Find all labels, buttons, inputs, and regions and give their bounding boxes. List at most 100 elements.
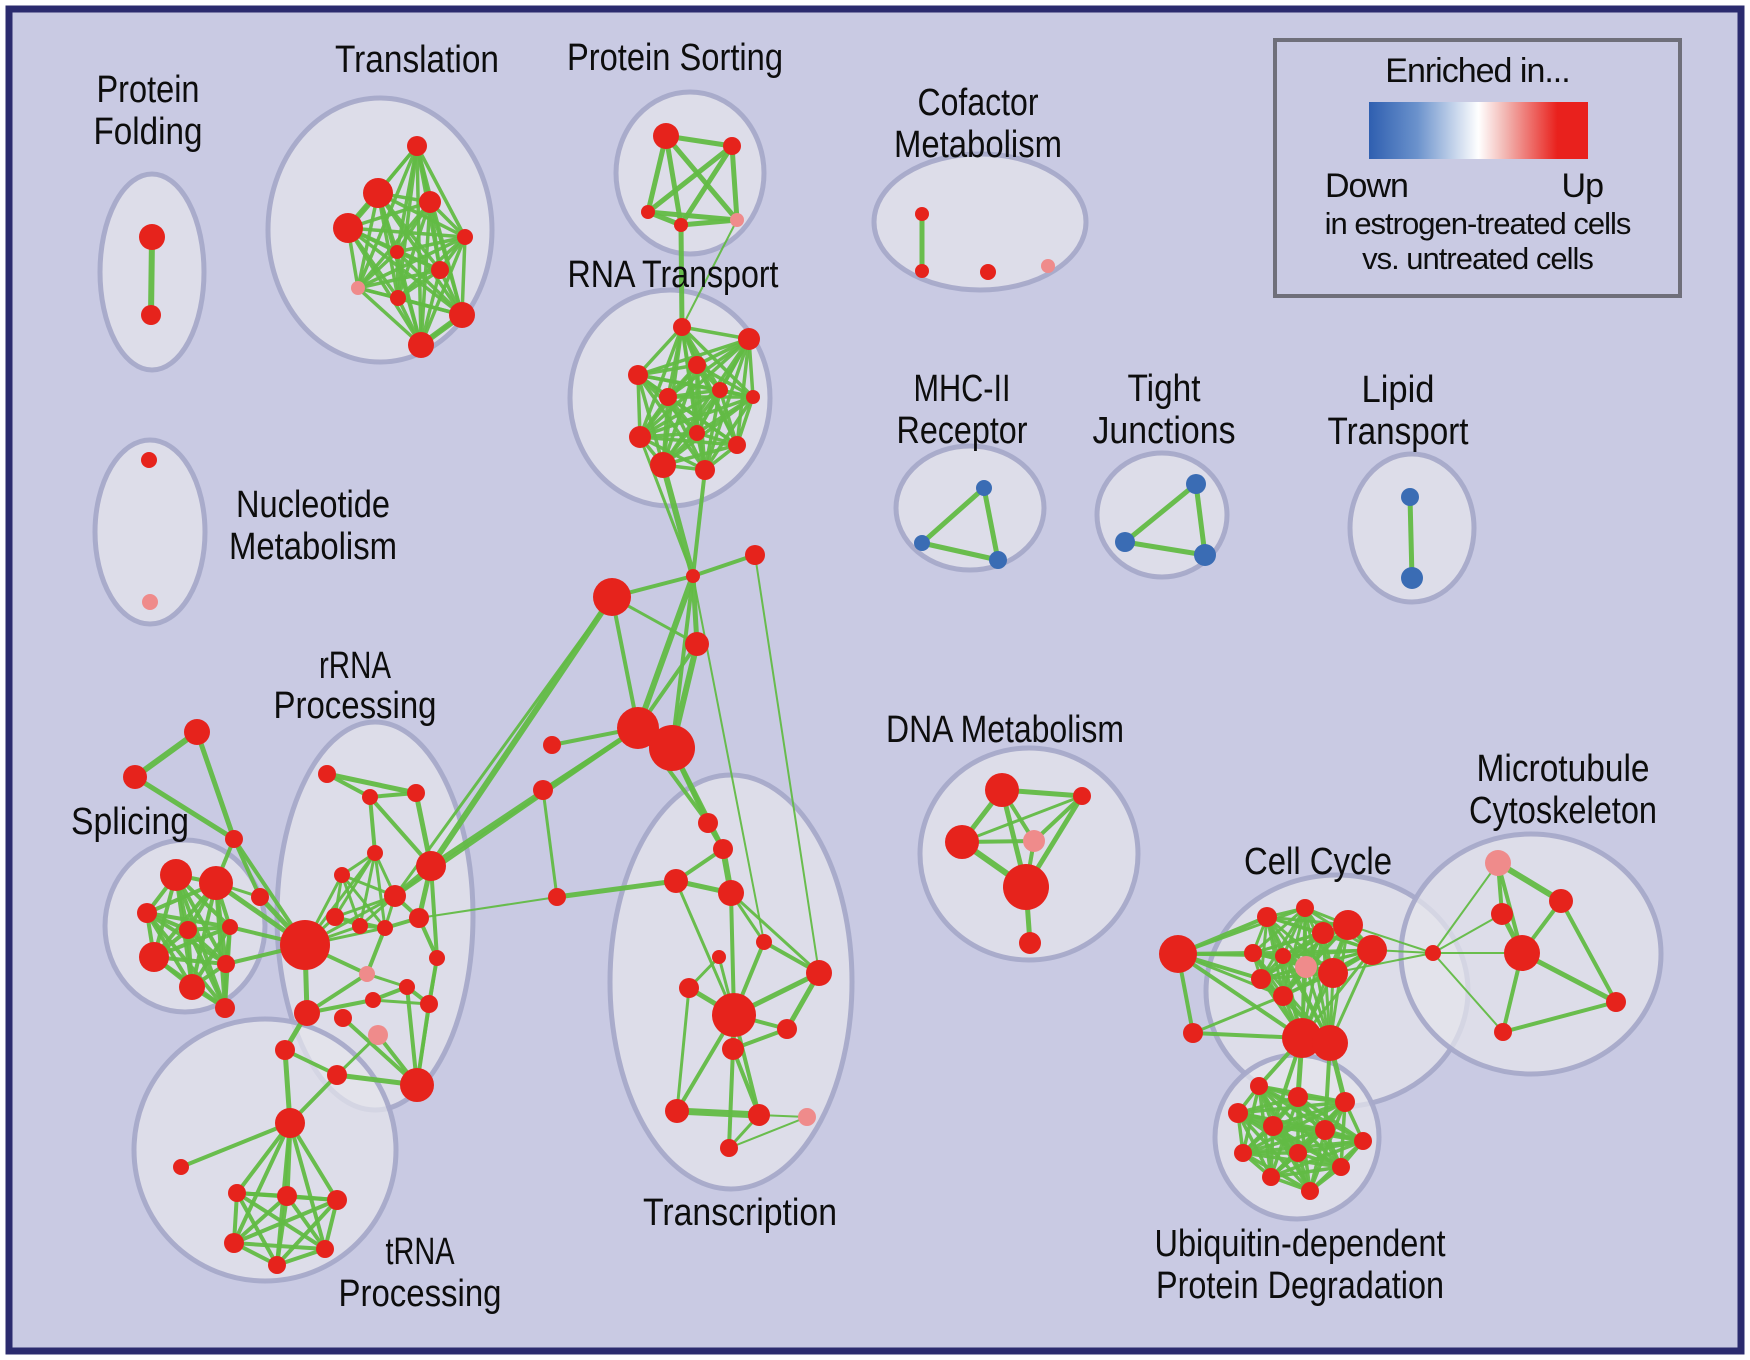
node-MH3	[989, 551, 1007, 569]
node-CC9	[1357, 935, 1387, 965]
node-RR8	[409, 908, 429, 928]
edge-LT1-LT2	[1407, 494, 1415, 581]
cluster-label-cofactor-metabolism-line2: Metabolism	[894, 124, 1062, 166]
node-RR10	[352, 918, 368, 934]
edge-T3-T8	[356, 200, 432, 290]
node-RR5	[334, 867, 350, 883]
node-UB1	[1250, 1077, 1268, 1095]
node-T9	[390, 290, 406, 306]
node-CC3	[1312, 922, 1334, 944]
node-CC5	[1244, 944, 1262, 962]
node-PF1	[139, 224, 165, 250]
edge-TR8-TR4	[729, 891, 821, 975]
node-PS1	[653, 123, 679, 149]
node-SP3	[137, 903, 157, 923]
edge-T4-T11	[346, 226, 423, 347]
edge-CC10-MTH	[1332, 952, 1434, 974]
node-TM3	[400, 1068, 434, 1102]
edge-RT8-RT12	[638, 435, 707, 472]
edge-TN4-TN7	[285, 1194, 327, 1251]
node-LT1	[1401, 488, 1419, 506]
node-TN7	[316, 1240, 334, 1258]
edge-TN1-TN5	[288, 1121, 339, 1202]
node-RR13	[429, 950, 445, 966]
node-TR3	[664, 869, 688, 893]
node-SP4	[179, 921, 197, 939]
node-TR6	[712, 950, 726, 964]
node-MTH	[1425, 945, 1441, 961]
node-TJ1	[1186, 474, 1206, 494]
node-TR12	[722, 1038, 744, 1060]
node-DM2	[1073, 787, 1091, 805]
cluster-ellipse-trna-processing	[131, 1016, 399, 1284]
node-NM2	[142, 594, 158, 610]
node-DM6	[1019, 932, 1041, 954]
edge-TR9-TR13	[675, 986, 691, 1113]
edge-PS5-RT1	[681, 219, 738, 328]
cluster-label-lipid-transport-line1: Lipid	[1362, 369, 1435, 411]
node-SP5	[222, 919, 238, 935]
node-RR1	[318, 765, 336, 783]
cluster-label-transcription: Transcription	[643, 1192, 837, 1234]
edge-UB10-UB11	[1269, 1165, 1343, 1179]
node-TR1	[698, 813, 718, 833]
node-RT8	[629, 426, 651, 448]
node-TN5	[327, 1190, 347, 1210]
node-RT1	[673, 318, 691, 336]
edge-CH1-CH2	[691, 553, 757, 578]
node-TN1	[275, 1108, 305, 1138]
node-PS3	[641, 205, 655, 219]
node-TN2	[173, 1159, 189, 1175]
node-TM5	[334, 1009, 352, 1027]
node-CCB	[1159, 935, 1197, 973]
cluster-label-translation: Translation	[335, 39, 499, 81]
node-UB7	[1354, 1132, 1372, 1150]
edge-RR8-TR5	[418, 896, 558, 919]
node-DM1	[985, 773, 1019, 807]
edge-TN1-TN2	[179, 1121, 292, 1169]
node-RR7	[384, 885, 406, 907]
edge-SP3-SP5	[145, 911, 232, 929]
cluster-label-tight-junctions-line2: Junctions	[1093, 410, 1236, 452]
cluster-label-ubiquitin-degradation-line2: Protein Degradation	[1156, 1265, 1444, 1307]
edge-PS4-PS5	[678, 217, 740, 228]
edge-PS4-RT1	[678, 222, 685, 330]
node-CC12	[1183, 1023, 1203, 1043]
node-RT3	[628, 365, 648, 385]
node-RR17	[294, 1000, 320, 1026]
edge-TR13-TR14	[673, 1107, 763, 1119]
node-SP9	[215, 998, 235, 1018]
cluster-label-rrna-processing-line2: Processing	[274, 685, 437, 727]
edge-TM3-RR13	[415, 956, 439, 1087]
edge-T4-T6	[346, 226, 467, 239]
node-DM5	[1003, 864, 1049, 910]
edge-RT12-CH1	[691, 468, 707, 578]
node-RR11	[377, 920, 393, 936]
node-RR6	[416, 851, 446, 881]
cluster-ellipse-cofactor-metabolism	[871, 151, 1089, 293]
node-T7	[431, 261, 449, 279]
legend-title: Enriched in...	[1385, 52, 1570, 90]
node-CH6	[533, 780, 553, 800]
node-RT5	[659, 388, 677, 406]
node-CF3	[980, 264, 996, 280]
edge-PS3-PS5	[645, 209, 740, 223]
edge-RR2-RR6	[368, 795, 433, 868]
node-CC10	[1318, 958, 1348, 988]
edge-RT1-RT8	[638, 325, 684, 439]
node-X3	[225, 830, 243, 848]
node-PS5	[730, 213, 744, 227]
node-RT9	[689, 425, 705, 441]
node-SP7	[217, 955, 235, 973]
node-TR10	[712, 993, 756, 1037]
node-MT2	[1491, 903, 1513, 925]
edge-TJ1-TJ3	[1193, 481, 1208, 558]
node-MT1	[1549, 889, 1573, 913]
edge-CH6-TR5	[541, 788, 559, 899]
node-SP8	[179, 974, 205, 1000]
node-CC4	[1333, 910, 1363, 940]
edge-MH1-MH2	[919, 485, 987, 546]
legend-box: Enriched in... Down Up in estrogen-treat…	[1273, 38, 1682, 298]
edge-CC2-CC5	[1251, 906, 1307, 955]
